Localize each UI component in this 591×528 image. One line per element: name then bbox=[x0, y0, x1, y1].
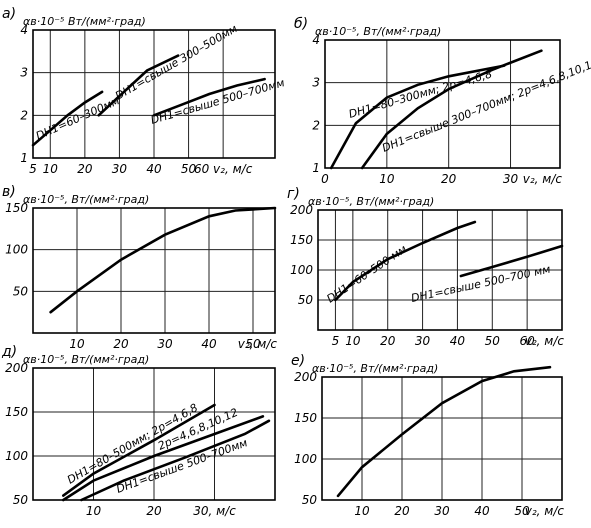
panel-5-frame bbox=[32, 367, 276, 501]
panel-4-curve-label-1: DН1=60–500 мм bbox=[324, 242, 409, 305]
panel-6-curve-1 bbox=[336, 365, 552, 498]
panel-4-curve-1 bbox=[334, 220, 477, 302]
panel-6-y-tick-label: 50 bbox=[302, 493, 318, 507]
panel-1-x-tick-label: 5 bbox=[29, 162, 37, 176]
panel-5-y-axis-label: αв·10⁻⁵, Вт/(мм²·град) bbox=[23, 353, 149, 366]
panel-6-x-tick-label: 40 bbox=[474, 504, 490, 518]
panel-2-x-tick-label: 20 bbox=[441, 172, 457, 186]
panel-4-tag: г) bbox=[287, 186, 300, 202]
panel-1-y-tick-label: 3 bbox=[20, 66, 28, 80]
panel-4-curve-2 bbox=[459, 244, 564, 278]
panel-2-tag: б) bbox=[294, 16, 308, 32]
panel-4-x-tick-label: 40 bbox=[450, 334, 466, 348]
panel-2-x-tick-label: 10 bbox=[379, 172, 395, 186]
panel-5-y-tick-label: 150 bbox=[5, 405, 28, 419]
panel-4-x-tick-label: 30 bbox=[415, 334, 431, 348]
panel-4-x-axis-label: v₂, м/с bbox=[525, 334, 565, 348]
panel-4-x-tick-label: 50 bbox=[485, 334, 501, 348]
panel-1-x-tick-label: 10 bbox=[43, 162, 59, 176]
panel-1-frame bbox=[32, 29, 276, 159]
panel-5-y-tick-label: 100 bbox=[5, 449, 28, 463]
panel-1-x-tick-label: 20 bbox=[77, 162, 93, 176]
panel-2-curve-1 bbox=[329, 64, 506, 170]
panel-4-x-tick-label: 10 bbox=[345, 334, 361, 348]
panel-2-y-tick-label: 1 bbox=[312, 161, 320, 175]
panel-1-curve-label-1: DН1=60–300мм bbox=[34, 94, 122, 143]
panel-4-frame bbox=[317, 209, 563, 331]
panel-3-y-tick-label: 100 bbox=[5, 243, 28, 257]
panel-3-y-tick-label: 150 bbox=[5, 201, 28, 215]
panel-1-x-tick-label: 30 bbox=[112, 162, 128, 176]
panel-5-curve-1 bbox=[61, 403, 216, 497]
panel-6-x-tick-label: 10 bbox=[354, 504, 370, 518]
panel-6-x-tick-label: 30 bbox=[434, 504, 450, 518]
panel-4-y-tick-label: 150 bbox=[290, 233, 313, 247]
panel-4-x-tick-label: 20 bbox=[380, 334, 396, 348]
panel-3-x-tick-label: 10 bbox=[69, 337, 85, 351]
panel-5-x-tick-label: 10 bbox=[86, 504, 102, 518]
panel-6-y-tick-label: 200 bbox=[294, 370, 317, 384]
panel-2-curve-2 bbox=[360, 49, 543, 170]
panel-2-y-tick-label: 2 bbox=[312, 118, 320, 132]
panel-2-y-tick-label: 3 bbox=[312, 76, 320, 90]
panel-1-y-tick-label: 2 bbox=[20, 108, 28, 122]
panel-6-x-tick-label: 50 bbox=[514, 504, 530, 518]
panel-6-x-tick-label: 20 bbox=[394, 504, 410, 518]
panel-1-y-tick-label: 1 bbox=[20, 151, 28, 165]
panel-6-x-axis-label: v₂, м/с bbox=[525, 504, 565, 518]
panel-3-y-axis-label: αв·10⁻⁵, Вт/(мм²·град) bbox=[23, 193, 149, 206]
panel-5-x-tick-label: 20 bbox=[146, 504, 162, 518]
panel-6-y-axis-label: αв·10⁻⁵, Вт/(мм²·град) bbox=[312, 362, 438, 375]
panel-1-tag: а) bbox=[2, 6, 16, 22]
panel-2-x-tick-label: 30 bbox=[503, 172, 519, 186]
panel-1-curve-1 bbox=[31, 90, 104, 147]
panel-3-x-tick-label: 50 bbox=[245, 337, 261, 351]
panel-1-y-tick-label: 4 bbox=[20, 23, 28, 37]
panel-5-y-tick-label: 200 bbox=[5, 361, 28, 375]
panel-1-curve-3 bbox=[152, 77, 266, 117]
panel-6-y-tick-label: 100 bbox=[294, 452, 317, 466]
panel-3-x-tick-label: 30 bbox=[157, 337, 173, 351]
panel-1-x-tick-label: 40 bbox=[146, 162, 162, 176]
panel-2-y-tick-label: 4 bbox=[312, 33, 320, 47]
panel-1-x-tick-label: 50 bbox=[181, 162, 197, 176]
panel-6-tag: е) bbox=[291, 353, 305, 369]
panel-3-x-tick-label: 40 bbox=[201, 337, 217, 351]
panel-4-y-tick-label: 200 bbox=[290, 203, 313, 217]
panel-2-x-axis-label: v₂, м/с bbox=[523, 172, 563, 186]
panel-4-x-tick-label: 5 bbox=[332, 334, 340, 348]
panel-3-tag: в) bbox=[2, 184, 16, 200]
panel-1-curve-2 bbox=[97, 54, 180, 117]
panel-1-y-axis-label: αв·10⁻⁵ Вт/(мм²·град) bbox=[23, 15, 146, 28]
panel-5-x-tick-label: 30, м/с bbox=[193, 504, 236, 518]
panel-6-y-tick-label: 150 bbox=[294, 411, 317, 425]
panel-6-frame bbox=[321, 376, 563, 501]
panel-3-x-tick-label: 20 bbox=[113, 337, 129, 351]
panel-3-y-tick-label: 50 bbox=[13, 284, 29, 298]
panel-1-x-tick-label: 60 v₂, м/с bbox=[194, 162, 253, 176]
panel-4-y-axis-label: αв·10⁻⁵, Вт/(мм²·град) bbox=[308, 195, 434, 208]
panel-2-x-tick-label: 0 bbox=[321, 172, 329, 186]
panel-1-curve-label-3: DН1=свыше 500–700мм bbox=[149, 76, 286, 127]
panel-2-frame bbox=[324, 39, 561, 169]
panel-4-y-tick-label: 50 bbox=[298, 293, 314, 307]
panel-4-x-tick-label: 60 bbox=[520, 334, 536, 348]
panel-5-curve-2 bbox=[61, 415, 265, 502]
panel-4-y-tick-label: 100 bbox=[290, 263, 313, 277]
panel-3-x-axis-label: v₂, м/с bbox=[238, 337, 278, 351]
panel-5-curve-3 bbox=[80, 419, 271, 502]
panel-2-y-axis-label: αв·10⁻⁵, Вт/(мм²·град) bbox=[315, 25, 441, 38]
panel-3-curve-1 bbox=[49, 206, 277, 314]
panel-3-frame bbox=[32, 207, 276, 334]
panel-5-y-tick-label: 50 bbox=[13, 493, 29, 507]
panel-5-tag: д) bbox=[1, 344, 17, 360]
